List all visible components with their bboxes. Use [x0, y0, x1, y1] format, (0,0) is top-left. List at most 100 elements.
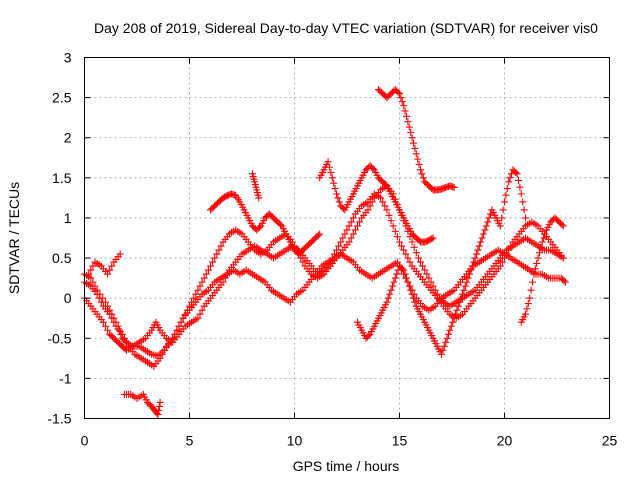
data-point	[482, 222, 490, 230]
data-points	[81, 86, 569, 418]
data-point	[349, 230, 357, 238]
data-point	[110, 318, 118, 326]
data-point	[404, 118, 412, 126]
data-point	[177, 318, 185, 326]
data-point	[202, 270, 210, 278]
data-point	[457, 294, 465, 302]
data-point	[452, 310, 459, 318]
data-point	[104, 326, 112, 334]
data-point	[198, 306, 206, 314]
data-point	[429, 234, 437, 242]
data-point	[410, 243, 418, 251]
data-point	[468, 262, 476, 270]
data-point	[394, 88, 402, 96]
data-point	[396, 238, 403, 246]
y-axis-label: SDTVAR / TECUs	[6, 182, 22, 294]
y-tick-label: 3	[64, 50, 72, 66]
data-point	[403, 112, 410, 120]
y-tick-label: 2.5	[52, 90, 72, 106]
data-point	[385, 211, 393, 219]
data-point	[123, 338, 130, 346]
data-point	[461, 282, 469, 290]
data-point	[383, 206, 391, 214]
data-point	[433, 290, 441, 298]
data-point	[386, 290, 394, 298]
plot-frame	[84, 57, 610, 419]
data-point	[192, 290, 200, 298]
data-point	[95, 294, 103, 302]
x-tick-label: 25	[602, 433, 618, 449]
data-point	[404, 278, 412, 286]
data-point	[155, 406, 163, 414]
data-point	[400, 266, 408, 274]
data-point	[505, 178, 513, 186]
data-point	[423, 270, 431, 278]
x-tick-label: 5	[186, 433, 194, 449]
data-point	[194, 286, 202, 294]
data-point	[384, 294, 392, 302]
data-point	[365, 332, 373, 340]
data-point	[415, 160, 423, 168]
data-point	[499, 206, 507, 214]
data-point	[438, 298, 445, 306]
data-point	[120, 334, 128, 342]
data-point	[512, 168, 520, 176]
data-point	[87, 274, 95, 282]
data-point	[540, 234, 548, 242]
axis-ticks: 0 5 10 15 20 25 -1.5 -1 -0.5 0 0.5 1 1.5 2 2.5 3	[47, 50, 617, 449]
data-point	[381, 202, 389, 210]
data-point	[403, 274, 410, 282]
data-point	[173, 326, 181, 334]
data-point	[186, 302, 193, 310]
data-point	[335, 198, 343, 206]
data-point	[477, 238, 485, 246]
data-point	[474, 246, 482, 254]
data-point	[108, 314, 116, 322]
data-point	[400, 102, 408, 110]
data-point	[418, 170, 426, 178]
data-point	[478, 234, 486, 242]
data-point	[155, 402, 163, 410]
data-point	[559, 222, 567, 230]
data-point	[529, 278, 536, 286]
data-point	[438, 350, 445, 358]
data-point	[517, 190, 525, 198]
data-point	[561, 278, 569, 286]
data-point	[99, 318, 107, 326]
data-point	[454, 302, 462, 310]
data-point	[522, 214, 529, 222]
data-point	[97, 298, 105, 306]
data-point	[334, 194, 342, 202]
data-point	[393, 270, 401, 278]
data-point	[324, 158, 332, 166]
data-point	[337, 238, 345, 246]
data-point	[188, 298, 196, 306]
data-point	[200, 274, 208, 282]
data-point	[526, 294, 534, 302]
data-point	[343, 226, 351, 234]
data-point	[417, 166, 424, 174]
data-point	[502, 191, 510, 199]
data-point	[171, 330, 179, 338]
data-point	[368, 198, 376, 206]
data-point	[440, 342, 448, 350]
data-point	[427, 278, 435, 286]
data-point	[398, 242, 406, 250]
data-point	[118, 330, 126, 338]
data-point	[414, 155, 422, 163]
x-tick-label: 10	[287, 433, 303, 449]
data-point	[108, 262, 116, 270]
data-point	[498, 214, 506, 222]
data-point	[411, 144, 419, 152]
data-point	[389, 282, 396, 290]
series-arc-4	[85, 250, 124, 278]
data-point	[503, 250, 511, 258]
data-point	[398, 265, 406, 273]
data-point	[400, 246, 408, 254]
data-point	[387, 286, 395, 294]
data-point	[93, 290, 101, 298]
data-point	[354, 222, 361, 230]
data-point	[536, 249, 543, 257]
data-point	[345, 238, 353, 246]
